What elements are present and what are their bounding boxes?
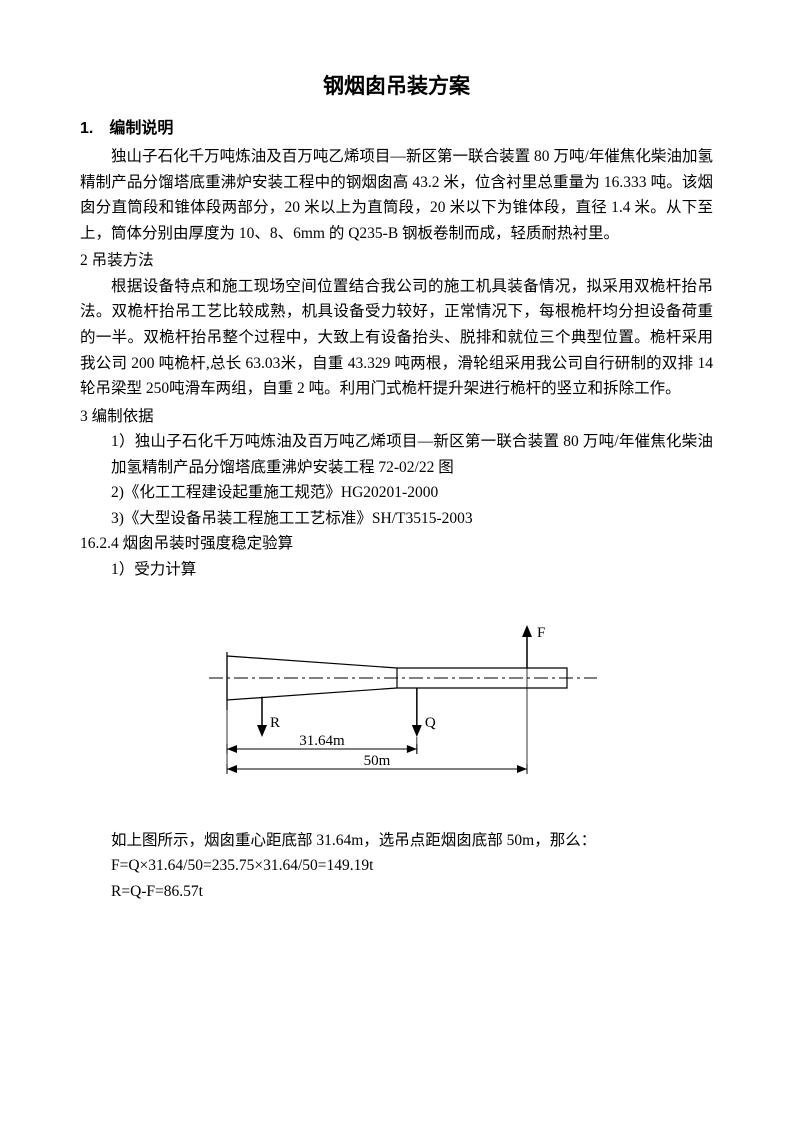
section3-heading: 3 编制依据 — [80, 404, 713, 430]
svg-text:R: R — [270, 715, 280, 731]
document-title: 钢烟囱吊装方案 — [80, 70, 713, 100]
calc-line3: R=Q-F=86.57t — [80, 879, 713, 905]
section3-item2: 2)《化工工程建设起重施工规范》HG20201-2000 — [80, 480, 713, 506]
section1-paragraph: 独山子石化千万吨炼油及百万吨乙烯项目—新区第一联合装置 80 万吨/年催焦化柴油… — [80, 144, 713, 246]
section2-heading: 2 吊装方法 — [80, 248, 713, 274]
section4-sub1: 1）受力计算 — [80, 557, 713, 583]
force-diagram-container: F R Q 31.64m 50m — [80, 623, 713, 788]
calc-line2: F=Q×31.64/50=235.75×31.64/50=149.19t — [80, 853, 713, 879]
calc-line1: 如上图所示，烟囱重心距底部 31.64m，选吊点距烟囱底部 50m，那么： — [80, 828, 713, 854]
section3-item1: 1）独山子石化千万吨炼油及百万吨乙烯项目—新区第一联合装置 80 万吨/年催焦化… — [80, 429, 713, 480]
section1-heading: 1. 编制说明 — [80, 114, 713, 138]
svg-text:50m: 50m — [363, 753, 390, 769]
svg-text:Q: Q — [424, 715, 435, 731]
section4-heading: 16.2.4 烟囱吊装时强度稳定验算 — [80, 531, 713, 557]
section2-paragraph: 根据设备特点和施工现场空间位置结合我公司的施工机具装备情况，拟采用双桅杆抬吊法。… — [80, 274, 713, 402]
force-diagram: F R Q 31.64m 50m — [187, 623, 607, 788]
svg-text:31.64m: 31.64m — [299, 733, 345, 749]
svg-text:F: F — [537, 625, 545, 641]
section3-item3: 3)《大型设备吊装工程施工工艺标准》SH/T3515-2003 — [80, 506, 713, 532]
force-diagram-svg: F R Q 31.64m 50m — [187, 623, 607, 783]
